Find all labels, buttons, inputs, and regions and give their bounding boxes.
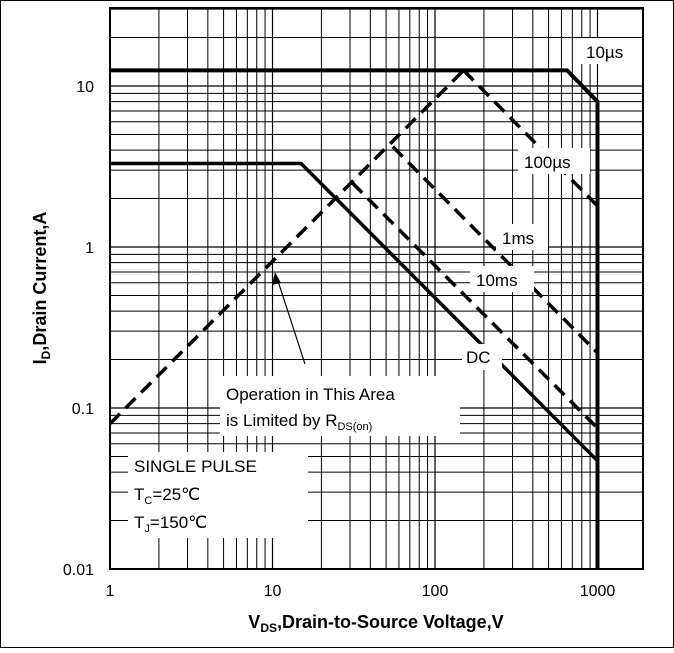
plot-border — [109, 7, 644, 570]
label-10us: 10µs — [580, 38, 638, 64]
label-100us: 100µs — [518, 148, 590, 174]
y-tick-label: 1 — [85, 240, 94, 257]
label-10ms: 10ms — [470, 266, 534, 292]
rds-arrow-head — [272, 272, 281, 285]
rds-annotation-line2: is Limited by RDS(on) — [226, 411, 372, 433]
y-axis-title: ID,Drain Current,A — [30, 212, 53, 365]
y-tick-labels: 0.01 0.1 1 10 — [63, 79, 94, 579]
series-line-100s — [462, 69, 599, 208]
label-dc-text: DC — [466, 348, 491, 367]
series-line-10ms — [351, 181, 599, 430]
x-tick-label: 10 — [264, 583, 282, 600]
y-tick-label: 10 — [76, 79, 94, 96]
label-1ms: 1ms — [496, 224, 548, 250]
x-tick-labels: 1 10 100 1000 — [106, 583, 616, 600]
conditions-box: SINGLE PULSE TC=25℃ TJ=150℃ — [128, 452, 308, 538]
y-tick-label: 0.01 — [63, 562, 94, 579]
single-pulse-label: SINGLE PULSE — [134, 457, 257, 476]
x-tick-label: 1000 — [580, 583, 616, 600]
series-line-1ms — [391, 145, 599, 355]
tc-label: TC=25℃ — [134, 485, 200, 507]
x-tick-label: 100 — [422, 583, 449, 600]
rds-annotation-line1: Operation in This Area — [226, 385, 395, 404]
rds-arrow-line — [276, 277, 306, 365]
y-tick-label: 0.1 — [72, 401, 94, 418]
label-dc: DC — [462, 344, 502, 370]
series-line-10s — [110, 68, 600, 569]
tj-label: TJ=150℃ — [134, 513, 207, 535]
label-1ms-text: 1ms — [502, 229, 534, 248]
rds-annotation: Operation in This Area is Limited by RDS… — [220, 272, 460, 436]
label-10us-text: 10µs — [586, 43, 623, 62]
x-tick-label: 1 — [106, 583, 115, 600]
x-axis-title: VDS,Drain-to-Source Voltage,V — [248, 612, 503, 635]
series-line-rdsonlimit — [108, 69, 465, 425]
label-10ms-text: 10ms — [476, 271, 518, 290]
label-100us-text: 100µs — [524, 153, 571, 172]
